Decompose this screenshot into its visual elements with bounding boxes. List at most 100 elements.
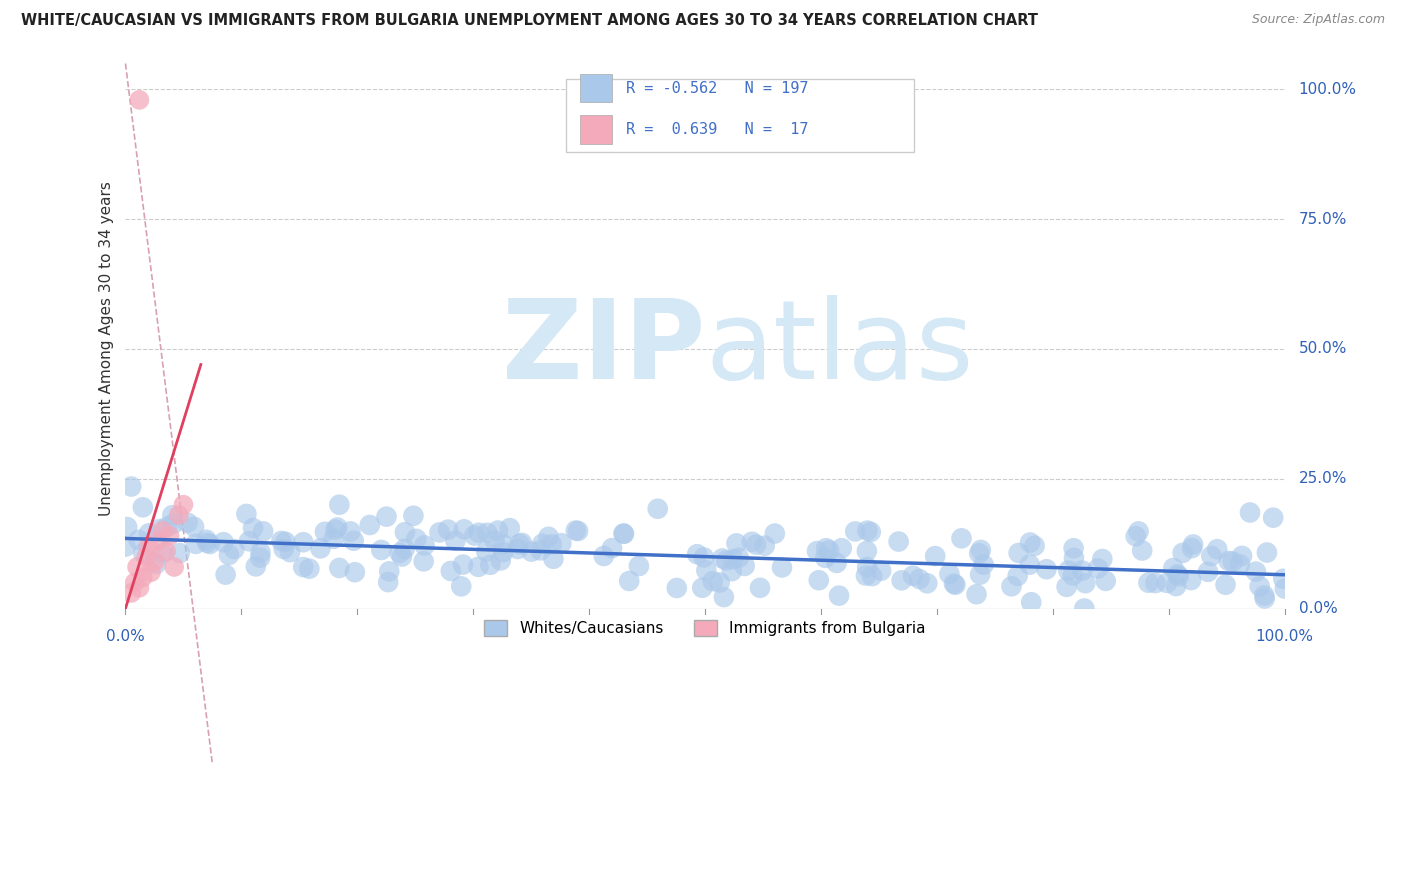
Point — [1263, 510, 1285, 524]
Point — [440, 564, 463, 578]
Point — [1249, 579, 1271, 593]
Text: 0.0%: 0.0% — [1299, 601, 1337, 616]
Point — [235, 507, 257, 521]
Point — [172, 498, 194, 512]
Point — [1056, 580, 1078, 594]
Point — [273, 541, 295, 556]
Point — [709, 575, 731, 590]
Point — [159, 529, 181, 543]
Point — [413, 538, 436, 552]
Point — [647, 501, 669, 516]
Point — [451, 558, 474, 572]
Point — [132, 546, 155, 560]
Point — [249, 550, 271, 565]
Point — [138, 526, 160, 541]
Point — [169, 546, 191, 560]
Text: 0.0%: 0.0% — [105, 629, 145, 644]
Point — [856, 560, 879, 574]
Text: R =  0.639   N =  17: R = 0.639 N = 17 — [626, 122, 808, 137]
Point — [890, 574, 912, 588]
Point — [665, 581, 688, 595]
Point — [1125, 529, 1147, 543]
FancyBboxPatch shape — [579, 115, 613, 144]
Point — [966, 587, 988, 601]
Point — [1019, 535, 1042, 549]
Point — [326, 520, 349, 534]
Point — [1074, 576, 1097, 591]
Point — [814, 550, 837, 565]
Text: 75.0%: 75.0% — [1299, 211, 1347, 227]
Point — [475, 525, 498, 540]
Point — [711, 551, 734, 566]
Point — [1181, 541, 1204, 556]
Point — [1130, 543, 1153, 558]
FancyBboxPatch shape — [567, 79, 914, 152]
Point — [592, 549, 614, 563]
Point — [1180, 573, 1202, 587]
Point — [716, 553, 738, 567]
Point — [749, 581, 772, 595]
Point — [162, 508, 184, 523]
Point — [195, 535, 218, 549]
Point — [1091, 552, 1114, 566]
Point — [1230, 549, 1253, 563]
Point — [375, 509, 398, 524]
Point — [378, 565, 401, 579]
Point — [969, 567, 991, 582]
Point — [1008, 546, 1031, 560]
Point — [467, 559, 489, 574]
Point — [942, 576, 965, 591]
Point — [1182, 537, 1205, 551]
Point — [292, 560, 315, 574]
Point — [245, 559, 267, 574]
Point — [856, 524, 879, 538]
Point — [1272, 572, 1295, 586]
Point — [1239, 506, 1261, 520]
Point — [339, 524, 361, 539]
Point — [314, 524, 336, 539]
Point — [309, 541, 332, 556]
Point — [1222, 554, 1244, 568]
Point — [1057, 564, 1080, 578]
Point — [713, 590, 735, 604]
Point — [292, 535, 315, 549]
Point — [152, 524, 174, 538]
Point — [1024, 539, 1046, 553]
Point — [970, 543, 993, 558]
Point — [492, 545, 515, 559]
Point — [1163, 561, 1185, 575]
Point — [860, 569, 883, 583]
Point — [125, 560, 148, 574]
Point — [468, 525, 491, 540]
Text: ZIP: ZIP — [502, 295, 706, 402]
Point — [1000, 579, 1022, 593]
Point — [734, 558, 756, 573]
Point — [1244, 565, 1267, 579]
Text: Source: ZipAtlas.com: Source: ZipAtlas.com — [1251, 13, 1385, 27]
Point — [695, 563, 717, 577]
Point — [377, 575, 399, 590]
Point — [531, 537, 554, 551]
Point — [1035, 562, 1057, 576]
Point — [745, 538, 768, 552]
Point — [763, 526, 786, 541]
Point — [115, 520, 138, 534]
Text: 100.0%: 100.0% — [1256, 629, 1313, 644]
Point — [135, 549, 157, 564]
Point — [1215, 578, 1237, 592]
Point — [1274, 582, 1296, 596]
Point — [870, 564, 893, 578]
Point — [218, 548, 240, 562]
Point — [124, 575, 146, 590]
Point — [1062, 568, 1084, 582]
Point — [825, 556, 848, 570]
Point — [690, 581, 713, 595]
Point — [359, 518, 381, 533]
Point — [214, 567, 236, 582]
Point — [1197, 565, 1219, 579]
Point — [388, 546, 411, 560]
Y-axis label: Unemployment Among Ages 30 to 34 years: Unemployment Among Ages 30 to 34 years — [100, 182, 114, 516]
Point — [328, 561, 350, 575]
Point — [550, 536, 572, 550]
Point — [567, 524, 589, 538]
